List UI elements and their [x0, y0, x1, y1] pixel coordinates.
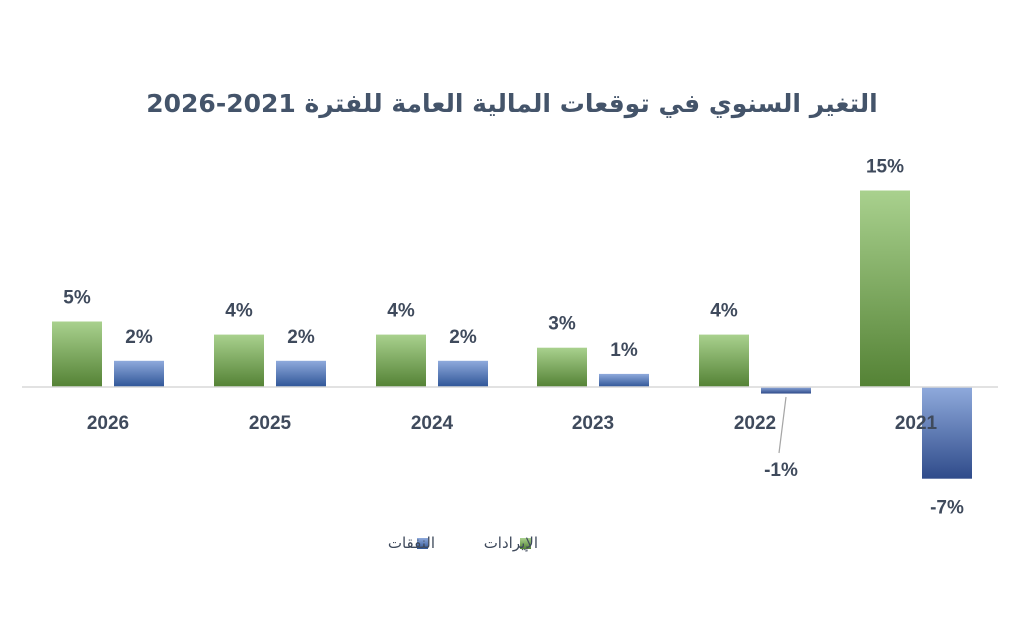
bar-revenue-2024 [376, 334, 426, 387]
bar-revenue-2023 [537, 347, 587, 387]
bar-expenditure-2026 [114, 360, 164, 387]
legend: الإيرادات النفقات [388, 534, 538, 552]
label-expenditure-2022: -1% [764, 460, 798, 481]
chart-title: التغير السنوي في توقعات المالية العامة ل… [146, 89, 878, 119]
label-revenue-2022: 4% [710, 301, 738, 322]
data-labels-group: 15% -7% 4% -1% 3% 1% 4% 2% 4% 2% 5% 2% [63, 157, 964, 519]
x-tick-label-2026: 2026 [87, 413, 129, 434]
label-expenditure-2025: 2% [287, 327, 315, 348]
legend-swatch-expenditure [417, 538, 428, 549]
label-expenditure-2023: 1% [610, 340, 638, 361]
bars-group [52, 190, 972, 479]
label-revenue-2026: 5% [63, 288, 91, 309]
bar-expenditure-2025 [276, 360, 326, 387]
label-revenue-2025: 4% [225, 301, 253, 322]
label-expenditure-2021: -7% [930, 498, 964, 519]
bar-expenditure-2021 [922, 387, 972, 479]
x-tick-label-2025: 2025 [249, 413, 292, 434]
legend-swatch-revenue [520, 538, 531, 549]
x-tick-labels-group: 2021 2022 2023 2024 2025 2026 [87, 413, 938, 434]
legend-label-revenue: الإيرادات [484, 534, 538, 552]
legend-label-expenditure: النفقات [388, 534, 435, 552]
bar-expenditure-2024 [438, 360, 488, 387]
bar-expenditure-2022 [761, 387, 811, 394]
bar-revenue-2022 [699, 334, 749, 387]
x-tick-label-2022: 2022 [734, 413, 776, 434]
x-tick-label-2023: 2023 [572, 413, 614, 434]
x-tick-label-2021: 2021 [895, 413, 938, 434]
bar-expenditure-2023 [599, 373, 649, 387]
label-revenue-2021: 15% [866, 157, 904, 178]
bar-revenue-2021 [860, 190, 910, 387]
label-expenditure-2024: 2% [449, 327, 477, 348]
label-expenditure-2026: 2% [125, 327, 153, 348]
x-tick-label-2024: 2024 [411, 413, 454, 434]
label-revenue-2023: 3% [548, 314, 576, 335]
bar-revenue-2025 [214, 334, 264, 387]
leader-line-2022-expenditure [778, 396, 787, 454]
bar-revenue-2026 [52, 321, 102, 387]
label-revenue-2024: 4% [387, 301, 415, 322]
